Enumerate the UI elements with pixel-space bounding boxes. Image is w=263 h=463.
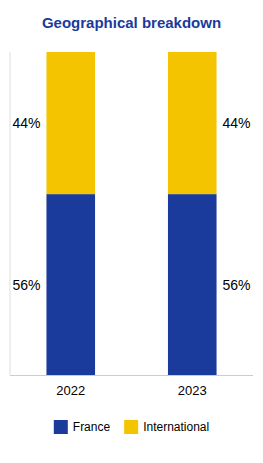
title: Geographical breakdown [42,14,221,31]
bar-segment [168,194,217,375]
chart-svg: Geographical breakdown 56% 44% 56% 44% 2022 20… [0,0,263,463]
data-label: 44% [223,115,251,131]
legend-swatch [124,420,138,434]
x-tick-label: 2022 [56,383,85,398]
bars [46,52,216,375]
legend: France International [54,420,209,434]
bar-segment [46,52,95,194]
bar-segment [46,194,95,375]
x-tick-label: 2023 [178,383,207,398]
data-label: 56% [12,277,40,293]
bar-segment [168,52,217,194]
x-axis-line [10,375,253,376]
data-labels: 56% 44% 56% 44% [12,115,250,293]
y-axis-line [10,52,11,375]
chart-container: Geographical breakdown 56% 44% 56% 44% 2022 20… [0,0,263,463]
legend-label: International [143,420,209,434]
data-label: 56% [223,277,251,293]
legend-swatch [54,420,68,434]
legend-label: France [73,420,111,434]
data-label: 44% [12,115,40,131]
